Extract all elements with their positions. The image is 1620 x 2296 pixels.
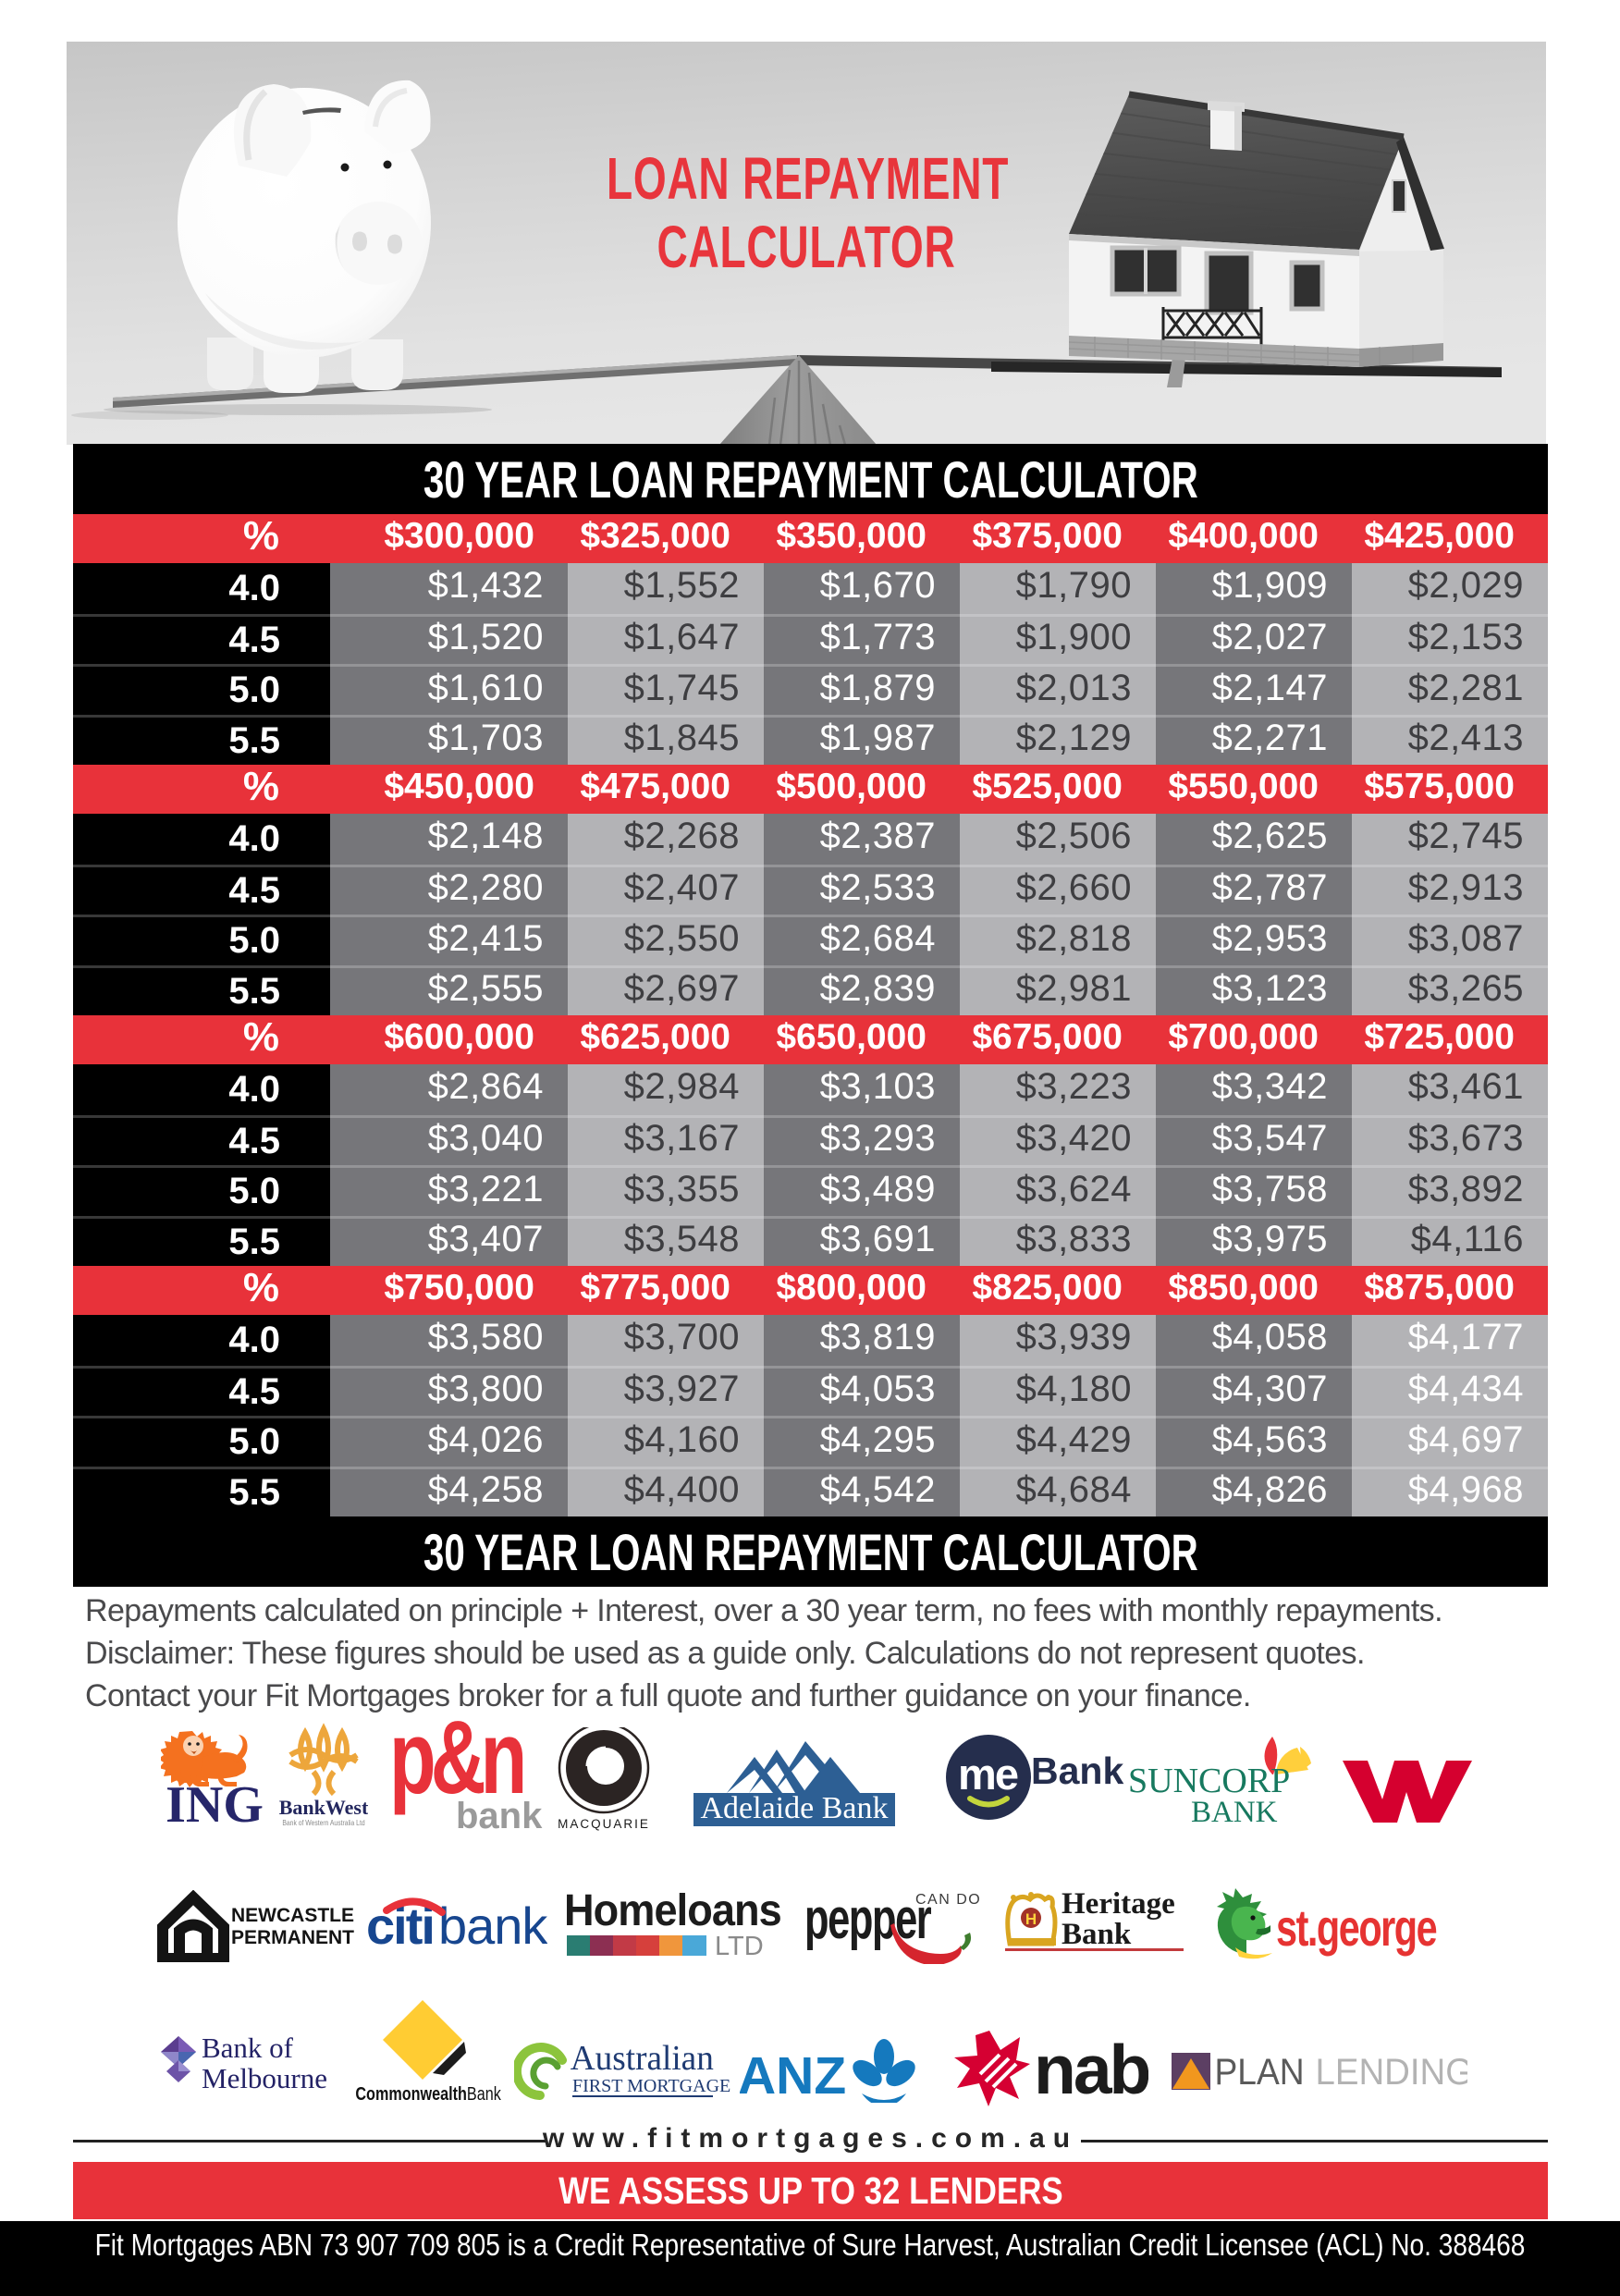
svg-text:MACQUARIE: MACQUARIE [558, 1817, 650, 1831]
svg-text:PLAN: PLAN [1215, 2053, 1305, 2093]
svg-text:ANZ: ANZ [740, 2046, 846, 2103]
svg-text:BankWest: BankWest [279, 1796, 368, 1819]
svg-text:CommonwealthBank: CommonwealthBank [355, 2082, 501, 2104]
svg-text:Heritage: Heritage [1062, 1890, 1175, 1921]
svg-text:PERMANENT: PERMANENT [231, 1927, 354, 1948]
svg-text:Melbourne: Melbourne [202, 2062, 327, 2093]
svg-text:LTD: LTD [715, 1932, 763, 1958]
svg-text:BANK: BANK [1191, 1796, 1278, 1825]
svg-text:NEWCASTLE: NEWCASTLE [231, 1905, 354, 1926]
svg-text:bank: bank [438, 1897, 547, 1955]
svg-text:Bank of Western Australia Ltd: Bank of Western Australia Ltd [282, 1818, 364, 1827]
svg-text:ING: ING [166, 1776, 264, 1829]
svg-text:SUNCORP: SUNCORP [1128, 1762, 1290, 1800]
svg-text:LENDING: LENDING [1316, 2053, 1467, 2093]
svg-text:Australian: Australian [571, 2039, 714, 2078]
svg-text:me: me [958, 1750, 1018, 1799]
svg-text:FIRST MORTGAGE: FIRST MORTGAGE [572, 2076, 730, 2096]
svg-text:nab: nab [1034, 2031, 1148, 2106]
svg-text:Bank of: Bank of [202, 2034, 294, 2064]
svg-text:Bank: Bank [1031, 1750, 1123, 1792]
svg-text:H: H [1025, 1910, 1037, 1928]
svg-text:Bank: Bank [1062, 1918, 1132, 1951]
svg-text:Adelaide Bank: Adelaide Bank [701, 1791, 889, 1825]
